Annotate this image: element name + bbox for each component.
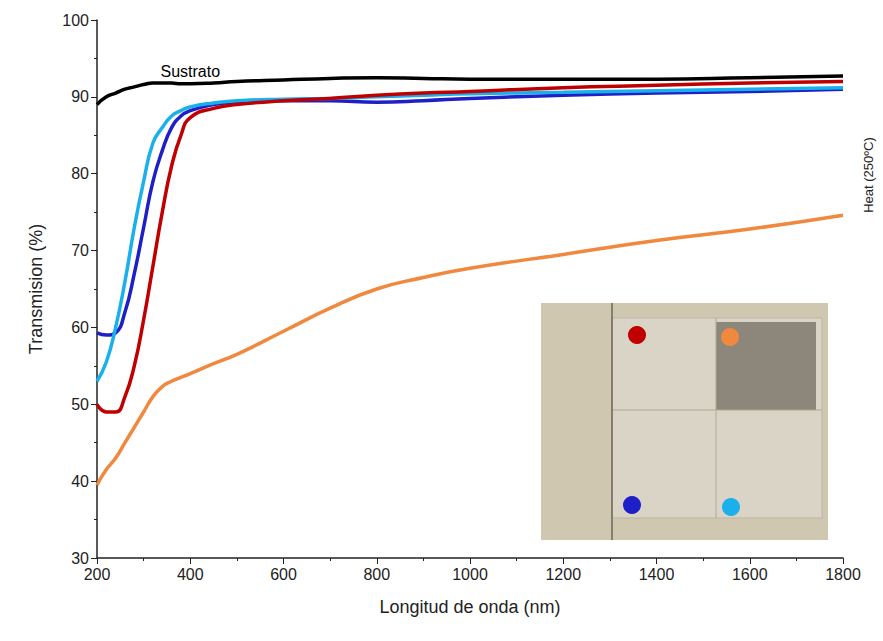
svg-text:90: 90 (71, 88, 89, 105)
svg-text:100: 100 (62, 12, 89, 29)
svg-text:Heat (250ºC): Heat (250ºC) (861, 137, 876, 213)
svg-text:60: 60 (71, 319, 89, 336)
svg-text:1800: 1800 (825, 566, 861, 583)
svg-text:Longitud de onda (nm): Longitud de onda (nm) (379, 597, 560, 617)
svg-text:30: 30 (71, 550, 89, 567)
svg-text:Sustrato: Sustrato (160, 63, 220, 80)
svg-text:70: 70 (71, 242, 89, 259)
svg-text:1400: 1400 (639, 566, 675, 583)
svg-text:400: 400 (177, 566, 204, 583)
svg-text:1000: 1000 (452, 566, 488, 583)
svg-text:1600: 1600 (732, 566, 768, 583)
svg-text:50: 50 (71, 396, 89, 413)
svg-text:600: 600 (270, 566, 297, 583)
svg-text:80: 80 (71, 165, 89, 182)
svg-text:40: 40 (71, 473, 89, 490)
svg-text:1200: 1200 (545, 566, 581, 583)
svg-text:200: 200 (84, 566, 111, 583)
svg-text:Transmision (%): Transmision (%) (26, 224, 46, 354)
svg-text:800: 800 (363, 566, 390, 583)
